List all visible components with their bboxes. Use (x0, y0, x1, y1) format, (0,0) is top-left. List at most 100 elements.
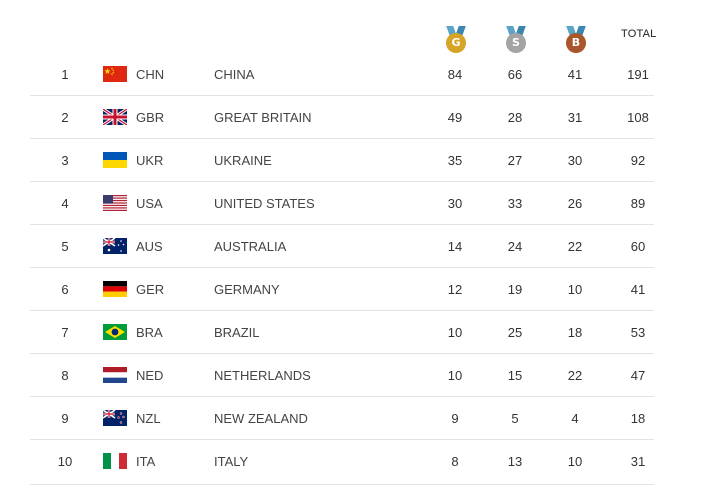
country-name[interactable]: CHINA (214, 67, 255, 82)
silver-medal-letter: S (506, 33, 526, 53)
total-count: 31 (630, 454, 646, 469)
country-code: AUS (136, 239, 163, 254)
rank: 1 (61, 67, 69, 82)
country-code: GER (136, 282, 165, 297)
total-count: 41 (630, 282, 646, 297)
total-count: 89 (630, 196, 646, 211)
rank: 5 (61, 239, 69, 254)
silver-count: 19 (507, 282, 523, 297)
usa-flag-icon (103, 195, 127, 211)
country-code: NZL (136, 411, 161, 426)
total-count: 191 (627, 67, 649, 82)
total-count: 53 (630, 325, 646, 340)
silver-count: 28 (507, 110, 523, 125)
table-row[interactable]: 9 NZL NEW ZEALAND 9 5 4 18 (30, 397, 654, 440)
country-name[interactable]: UNITED STATES (214, 196, 315, 211)
bronze-medal-letter: B (566, 33, 586, 53)
bronze-count: 10 (567, 282, 583, 297)
table-row[interactable]: 7 BRA BRAZIL 10 25 18 53 (30, 311, 654, 354)
table-row[interactable]: 4 USA UNITED STATES 30 33 26 89 (30, 182, 654, 225)
gold-medal-letter: G (446, 33, 466, 53)
gold-count: 30 (447, 196, 463, 211)
country-code: USA (136, 196, 163, 211)
rank: 8 (61, 368, 69, 383)
rank: 10 (57, 454, 73, 469)
total-count: 60 (630, 239, 646, 254)
table-bottom-divider (30, 484, 654, 485)
country-code: GBR (136, 110, 165, 125)
bronze-count: 30 (567, 153, 583, 168)
table-row[interactable]: 2 GBR GREAT BRITAIN 49 28 31 108 (30, 96, 654, 139)
bronze-count: 22 (567, 239, 583, 254)
italy-flag-icon (103, 453, 127, 469)
bronze-count: 10 (567, 454, 583, 469)
silver-count: 5 (511, 411, 519, 426)
germany-flag-icon (103, 281, 127, 297)
country-name[interactable]: GERMANY (214, 282, 280, 297)
bronze-count: 22 (567, 368, 583, 383)
ukraine-flag-icon (103, 152, 127, 168)
gold-count: 9 (451, 411, 459, 426)
gold-count: 84 (447, 67, 463, 82)
total-count: 47 (630, 368, 646, 383)
rank: 4 (61, 196, 69, 211)
bronze-count: 31 (567, 110, 583, 125)
gold-count: 8 (451, 454, 459, 469)
country-name[interactable]: AUSTRALIA (214, 239, 287, 254)
australia-flag-icon (103, 238, 127, 254)
bronze-medal-icon: B (565, 26, 587, 56)
country-name[interactable]: NETHERLANDS (214, 368, 311, 383)
gold-count: 14 (447, 239, 463, 254)
silver-medal-icon: S (505, 26, 527, 56)
rank: 2 (61, 110, 69, 125)
table-row[interactable]: 6 GER GERMANY 12 19 10 41 (30, 268, 654, 311)
country-code: NED (136, 368, 164, 383)
netherlands-flag-icon (103, 367, 127, 383)
total-count: 92 (630, 153, 646, 168)
rank: 6 (61, 282, 69, 297)
gold-count: 12 (447, 282, 463, 297)
country-name[interactable]: NEW ZEALAND (214, 411, 308, 426)
country-name[interactable]: BRAZIL (214, 325, 260, 340)
china-flag-icon (103, 66, 127, 82)
silver-count: 15 (507, 368, 523, 383)
country-name[interactable]: ITALY (214, 454, 249, 469)
country-code: BRA (136, 325, 163, 340)
new-zealand-flag-icon (103, 410, 127, 426)
silver-count: 33 (507, 196, 523, 211)
total-column-header[interactable]: TOTAL (621, 28, 657, 40)
silver-count: 27 (507, 153, 523, 168)
bronze-count: 26 (567, 196, 583, 211)
gold-count: 35 (447, 153, 463, 168)
country-code: UKR (136, 153, 164, 168)
total-count: 18 (630, 411, 646, 426)
gold-count: 10 (447, 325, 463, 340)
country-code: ITA (136, 454, 156, 469)
table-row[interactable]: 10 ITA ITALY 8 13 10 31 (30, 440, 654, 483)
rank: 7 (61, 325, 69, 340)
brazil-flag-icon (103, 324, 127, 340)
great-britain-flag-icon (103, 109, 127, 125)
table-row[interactable]: 8 NED NETHERLANDS 10 15 22 47 (30, 354, 654, 397)
total-count: 108 (627, 110, 649, 125)
rank: 9 (61, 411, 69, 426)
medal-table: 1 CHN CHINA 84 66 41 191 2 GBR GREAT BRI… (0, 53, 702, 483)
table-row[interactable]: 1 CHN CHINA 84 66 41 191 (30, 53, 654, 96)
gold-count: 10 (447, 368, 463, 383)
silver-count: 25 (507, 325, 523, 340)
gold-medal-icon: G (445, 26, 467, 56)
table-row[interactable]: 5 AUS AUSTRALIA 14 24 22 60 (30, 225, 654, 268)
country-name[interactable]: GREAT BRITAIN (214, 110, 312, 125)
bronze-count: 4 (571, 411, 579, 426)
medal-table-header: G S B TOTAL (0, 0, 702, 54)
bronze-count: 41 (567, 67, 583, 82)
silver-count: 66 (507, 67, 523, 82)
table-row[interactable]: 3 UKR UKRAINE 35 27 30 92 (30, 139, 654, 182)
rank: 3 (61, 153, 69, 168)
silver-count: 13 (507, 454, 523, 469)
country-code: CHN (136, 67, 165, 82)
gold-count: 49 (447, 110, 463, 125)
bronze-count: 18 (567, 325, 583, 340)
country-name[interactable]: UKRAINE (214, 153, 272, 168)
silver-count: 24 (507, 239, 523, 254)
